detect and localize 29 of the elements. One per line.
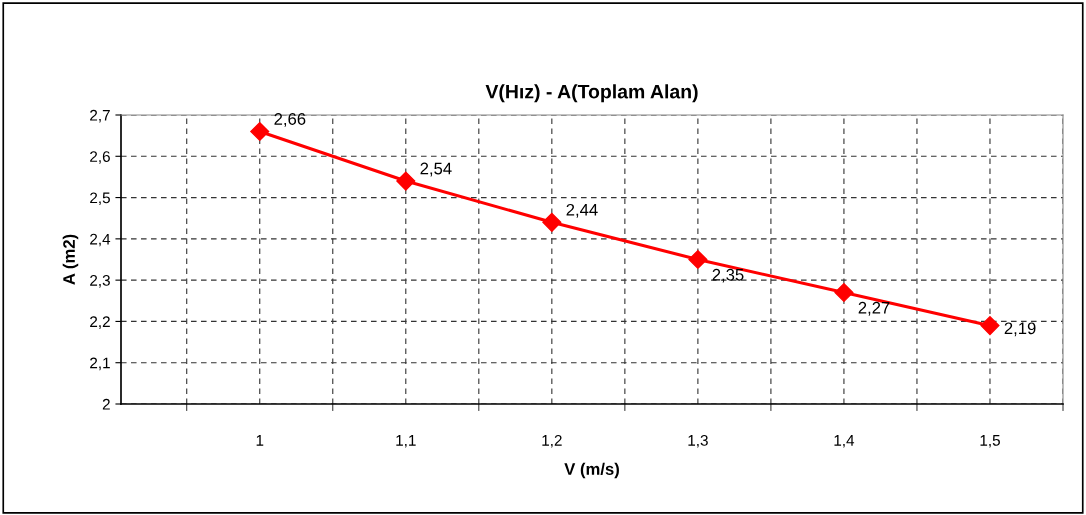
data-label: 2,44 [566,203,598,218]
y-tick-label: 2,4 [90,233,111,247]
point [834,282,854,303]
x-axis-title: V (m/s) [564,462,619,479]
y-tick-label: 2,5 [90,192,110,206]
data-label: 2,27 [858,301,890,316]
y-tick-label: 2,1 [90,357,110,371]
y-tick-label: 2,2 [90,316,110,329]
x-tick-label: 1,5 [980,435,1000,448]
y-tick-label: 2 [102,398,110,410]
point [980,316,1000,336]
point [542,212,562,232]
x-tick-label: 1,2 [542,434,562,448]
point [250,121,270,142]
chart-title: V(Hız) - A(Toplam Alan) [485,84,698,103]
point [688,249,708,270]
data-label: 2,54 [420,162,452,177]
x-tick-label: 1 [256,435,264,446]
x-tick-label: 1,3 [688,434,708,448]
data-label: 2,19 [1004,322,1036,337]
y-axis-title: A (m2) [62,234,79,285]
y-tick-label: 2,7 [90,109,110,123]
point [396,171,416,191]
y-tick-label: 2,6 [90,151,110,164]
y-tick-label: 2,3 [90,275,110,288]
x-tick-label: 1,1 [396,435,416,448]
x-tick-label: 1,4 [834,435,855,448]
data-label: 2,35 [712,268,744,283]
data-label: 2,66 [274,113,306,127]
